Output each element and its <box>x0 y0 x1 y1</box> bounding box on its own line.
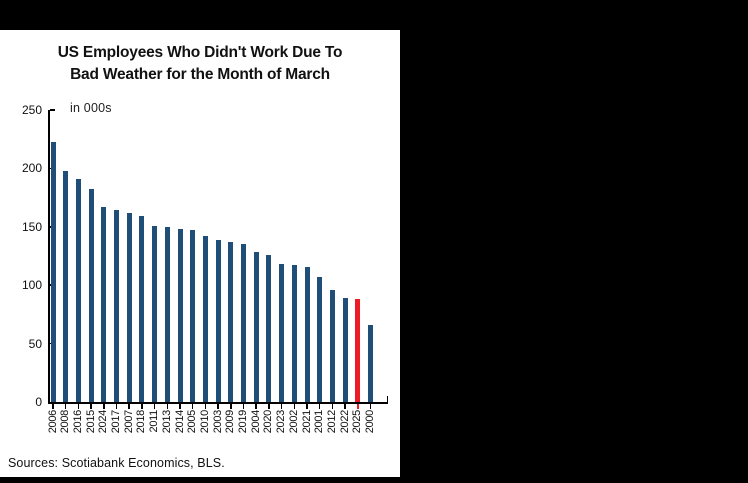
x-axis-tick <box>204 403 207 409</box>
x-axis-tick <box>217 403 219 409</box>
x-axis-tick <box>255 403 257 409</box>
sources-text: Sources: Scotiabank Economics, BLS. <box>8 456 225 470</box>
bar <box>139 216 145 402</box>
x-axis-tick <box>293 403 296 409</box>
bar <box>291 265 297 402</box>
x-axis-tick <box>357 403 359 409</box>
x-axis-tick <box>344 403 346 409</box>
x-tick-label: 2017 <box>110 410 122 434</box>
y-tick-label: 100 <box>21 278 42 293</box>
x-tick-label: 2007 <box>122 410 135 434</box>
chart-title-line2: Bad Weather for the Month of March <box>70 66 330 83</box>
y-tick-label: 250 <box>21 103 42 117</box>
bar <box>126 212 132 402</box>
y-tick-label: 150 <box>21 219 42 234</box>
x-tick-label: 2010 <box>198 410 211 434</box>
x-axis-tick <box>90 403 92 409</box>
x-tick-label: 2021 <box>300 410 313 434</box>
bar <box>152 225 158 402</box>
x-axis-endcap <box>386 396 388 403</box>
x-axis-tick <box>52 403 54 409</box>
x-axis-tick <box>77 403 80 409</box>
bar <box>253 252 259 402</box>
bar-highlighted <box>355 299 361 402</box>
x-axis-tick <box>64 403 67 409</box>
x-tick-label: 2025 <box>351 410 364 434</box>
x-tick-label: 2008 <box>59 410 72 434</box>
x-tick-label: 2012 <box>325 410 338 434</box>
y-tick-label: 0 <box>35 395 42 409</box>
bar <box>342 298 348 402</box>
bar <box>304 266 310 402</box>
x-axis-tick <box>191 403 194 409</box>
x-axis-tick <box>230 403 232 409</box>
x-tick-label: 2016 <box>71 410 84 434</box>
x-tick-label: 2006 <box>46 410 59 434</box>
x-axis-tick <box>153 403 156 409</box>
bar <box>190 230 196 402</box>
bar <box>279 264 285 402</box>
x-axis-tick <box>128 403 130 409</box>
x-tick-label: 2015 <box>84 410 97 434</box>
x-axis-tick <box>306 403 308 409</box>
x-axis-tick <box>141 403 143 409</box>
x-tick-label: 2019 <box>237 410 249 434</box>
y-axis-tick <box>49 109 55 111</box>
x-axis-tick <box>318 403 321 409</box>
bar <box>88 189 94 402</box>
x-axis-tick <box>280 403 283 409</box>
bar <box>101 206 107 402</box>
x-axis-tick <box>103 403 105 409</box>
bar <box>228 241 234 402</box>
x-tick-label: 2009 <box>224 410 237 434</box>
y-axis <box>48 110 50 402</box>
x-tick-label: 2003 <box>211 410 224 434</box>
y-tick-label: 200 <box>21 161 42 176</box>
x-tick-label: 2004 <box>249 410 262 434</box>
bar <box>164 226 170 402</box>
chart-title-line1: US Employees Who Didn't Work Due To <box>57 44 343 61</box>
x-axis-tick <box>166 403 169 409</box>
bar <box>266 254 272 402</box>
unit-label: in 000s <box>70 101 112 115</box>
x-tick-label: 2018 <box>135 410 148 434</box>
x-tick-label: 2022 <box>338 410 351 434</box>
bar <box>215 239 221 402</box>
x-tick-label: 2013 <box>160 410 173 434</box>
x-tick-label: 2020 <box>262 410 275 434</box>
bar <box>114 210 119 402</box>
bar <box>75 178 81 402</box>
x-tick-label: 2023 <box>275 410 288 434</box>
bar <box>50 141 56 402</box>
bar <box>177 229 183 402</box>
bar <box>368 324 373 402</box>
x-tick-label: 2014 <box>173 410 186 434</box>
x-axis <box>48 402 388 404</box>
bar <box>202 236 208 402</box>
x-tick-label: 2000 <box>364 410 376 434</box>
bar <box>329 289 335 402</box>
x-axis-tick <box>268 403 270 409</box>
bar <box>63 170 69 402</box>
chart-panel: US Employees Who Didn't Work Due To Bad … <box>0 30 400 477</box>
x-axis-tick <box>369 403 372 409</box>
x-axis-tick <box>179 403 181 409</box>
x-axis-tick <box>115 403 118 409</box>
x-tick-label: 2024 <box>97 410 110 434</box>
x-tick-label: 2001 <box>313 410 326 434</box>
x-tick-label: 2005 <box>186 410 199 434</box>
x-axis-tick <box>331 403 334 409</box>
x-tick-label: 2011 <box>148 410 161 433</box>
x-axis-tick <box>242 403 245 409</box>
y-tick-label: 50 <box>28 336 42 351</box>
x-tick-label: 2002 <box>287 410 300 434</box>
bar <box>241 244 246 402</box>
bar <box>317 277 323 402</box>
chart-title: US Employees Who Didn't Work Due To Bad … <box>0 42 400 86</box>
